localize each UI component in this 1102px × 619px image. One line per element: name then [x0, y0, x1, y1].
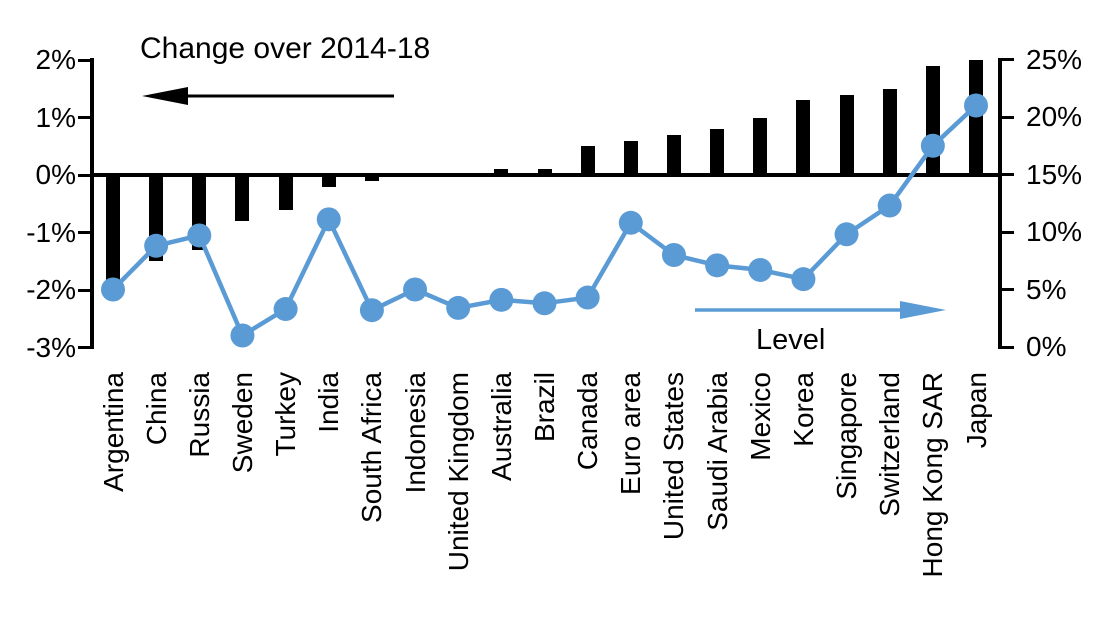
level-point: [532, 291, 557, 316]
change-bar: [753, 117, 768, 175]
level-point: [920, 133, 945, 158]
level-point: [489, 287, 514, 312]
level-point: [403, 277, 428, 302]
category-label: United Kingdom: [442, 372, 474, 572]
right-axis-tick: [1002, 173, 1014, 176]
level-series-label: Level: [756, 324, 826, 356]
change-bar: [839, 94, 854, 175]
right-axis-tick: [1002, 58, 1014, 61]
category-label: Indonesia: [399, 372, 431, 494]
right-axis-tick: [1002, 345, 1014, 349]
change-bar: [882, 88, 897, 175]
left-axis-tick-label: 1%: [35, 101, 76, 133]
level-point: [618, 210, 643, 235]
category-label: Canada: [572, 372, 604, 471]
left-axis-tick: [78, 173, 90, 177]
level-point: [791, 267, 816, 292]
right-axis-tick-label: 10%: [1026, 216, 1083, 247]
left-axis-tick-label: -2%: [26, 274, 76, 305]
level-point: [877, 193, 902, 218]
left-axis-tick: [78, 116, 90, 119]
change-bar: [494, 169, 509, 175]
right-arrow-icon: [695, 301, 946, 319]
category-label: Australia: [485, 372, 517, 481]
category-label: China: [140, 372, 172, 446]
level-point: [144, 233, 169, 258]
category-label: Turkey: [270, 372, 302, 457]
right-axis-tick-label: 25%: [1026, 43, 1083, 75]
left-axis-tick: [78, 58, 90, 62]
left-axis-line: [90, 58, 94, 349]
level-point: [273, 297, 298, 322]
left-axis-tick-label: -1%: [26, 216, 76, 248]
chart-title: Change over 2014-18: [140, 32, 431, 65]
right-axis-tick-label: 0%: [1026, 331, 1067, 362]
change-bar: [710, 129, 725, 175]
category-label: Korea: [787, 372, 819, 447]
change-bar: [321, 175, 336, 187]
change-bar: [666, 134, 681, 175]
level-point: [834, 222, 859, 247]
right-axis-tick: [1002, 115, 1014, 119]
left-axis-tick-label: -3%: [26, 331, 76, 363]
right-axis-tick: [1002, 230, 1014, 234]
left-arrow-icon: [142, 87, 394, 105]
category-label: Brazil: [529, 372, 560, 443]
change-bar: [106, 175, 120, 290]
category-label: Switzerland: [874, 372, 906, 517]
level-point: [748, 257, 773, 282]
category-label: Euro area: [615, 372, 647, 495]
level-point: [316, 207, 341, 232]
left-axis-tick-label: 0%: [35, 159, 76, 190]
category-label: Saudi Arabia: [701, 372, 733, 531]
category-label: Hong Kong SAR: [917, 372, 949, 578]
left-axis-tick: [78, 231, 90, 234]
category-label: United States: [658, 372, 690, 541]
level-point: [661, 243, 686, 267]
left-axis-tick-label: 2%: [35, 44, 76, 75]
change-bar: [796, 100, 811, 175]
level-point: [101, 277, 125, 302]
category-label: Mexico: [744, 372, 776, 461]
category-label: Russia: [183, 372, 215, 458]
change-bar: [537, 169, 552, 175]
level-point: [446, 295, 471, 320]
change-bar: [235, 175, 250, 221]
category-label: Argentina: [97, 372, 129, 492]
level-point: [230, 323, 255, 348]
change-bar: [278, 175, 293, 210]
category-label: Singapore: [831, 372, 863, 500]
zero-baseline: [90, 173, 1002, 177]
change-bar: [364, 175, 379, 181]
change-bar: [580, 146, 595, 175]
category-label: India: [313, 372, 345, 433]
level-point: [187, 223, 212, 248]
change-bar: [623, 140, 638, 175]
category-label: South Africa: [356, 372, 388, 523]
right-axis-tick: [1002, 288, 1014, 291]
right-axis-line: [998, 58, 1002, 349]
right-axis-tick-label: 5%: [1026, 273, 1067, 305]
left-axis-tick: [78, 288, 90, 292]
level-point: [705, 253, 730, 278]
level-point: [964, 93, 988, 118]
category-label: Japan: [960, 372, 992, 449]
category-label: Sweden: [226, 372, 258, 474]
left-axis-tick: [78, 346, 90, 349]
level-point: [359, 298, 384, 323]
level-point: [575, 285, 600, 310]
right-axis-tick-label: 15%: [1026, 158, 1083, 190]
right-axis-tick-label: 20%: [1026, 101, 1083, 132]
